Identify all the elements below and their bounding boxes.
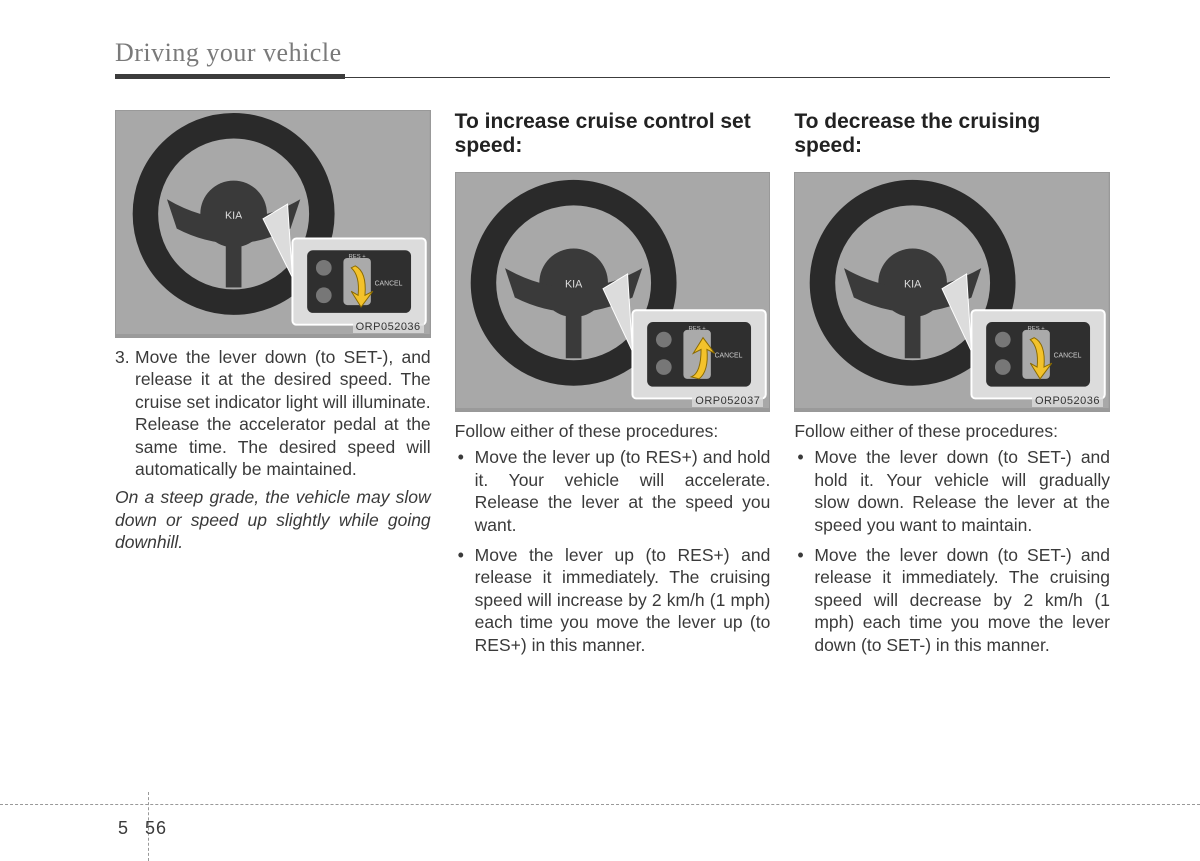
bullet-list-decrease: Move the lever down (to SET-) and hold i… — [794, 446, 1110, 656]
content-columns: KIA CANCEL RES + ORP052036 — [115, 110, 1110, 664]
manual-page: Driving your vehicle KIA — [0, 0, 1200, 861]
steering-wheel-icon: KIA CANCEL RES + — [116, 111, 430, 334]
step-text: Move the lever down (to SET-), and relea… — [135, 346, 431, 480]
downhill-note: On a steep grade, the vehicle may slow d… — [115, 486, 431, 553]
column-3: To decrease the cruising speed: KIA CANC… — [794, 110, 1110, 664]
figure-code: ORP052036 — [353, 321, 424, 333]
heading-decrease: To decrease the cruising speed: — [794, 110, 1110, 162]
lead-text: Follow either of these procedures: — [455, 420, 771, 442]
list-item: Move the lever down (to SET-) and hold i… — [794, 446, 1110, 536]
step-number: 3. — [115, 346, 135, 480]
chapter-title: Driving your vehicle — [115, 38, 1110, 68]
step-3: 3. Move the lever down (to SET-), and re… — [115, 346, 431, 480]
figure-wheel-set: KIA CANCEL RES + ORP052036 — [115, 110, 431, 338]
heading-increase: To increase cruise control set speed: — [455, 110, 771, 162]
svg-text:CANCEL: CANCEL — [375, 280, 403, 287]
section-number: 5 — [118, 818, 137, 838]
figure-wheel-setminus: KIA CANCEL RES + ORP052036 — [794, 172, 1110, 412]
header-rule — [115, 74, 1110, 80]
svg-text:CANCEL: CANCEL — [714, 352, 742, 359]
footer-dashed-line — [0, 804, 1200, 805]
page-number: 556 — [118, 818, 167, 839]
svg-text:RES +: RES + — [688, 326, 706, 332]
figure-wheel-resplus: KIA CANCEL RES + ORP052037 — [455, 172, 771, 412]
column-1: KIA CANCEL RES + ORP052036 — [115, 110, 431, 664]
lead-text: Follow either of these procedures: — [794, 420, 1110, 442]
svg-text:CANCEL: CANCEL — [1054, 352, 1082, 359]
list-item: Move the lever up (to RES+) and hold it.… — [455, 446, 771, 536]
page-number-value: 56 — [137, 818, 167, 838]
svg-text:RES +: RES + — [349, 254, 367, 260]
svg-text:RES +: RES + — [1028, 326, 1046, 332]
steering-wheel-icon: KIA CANCEL RES + — [795, 173, 1109, 408]
list-item: Move the lever up (to RES+) and release … — [455, 544, 771, 656]
list-item: Move the lever down (to SET-) and releas… — [794, 544, 1110, 656]
bullet-list-increase: Move the lever up (to RES+) and hold it.… — [455, 446, 771, 656]
figure-code: ORP052036 — [1032, 395, 1103, 407]
column-2: To increase cruise control set speed: KI… — [455, 110, 771, 664]
figure-code: ORP052037 — [692, 395, 763, 407]
steering-wheel-icon: KIA CANCEL RES + — [456, 173, 770, 408]
